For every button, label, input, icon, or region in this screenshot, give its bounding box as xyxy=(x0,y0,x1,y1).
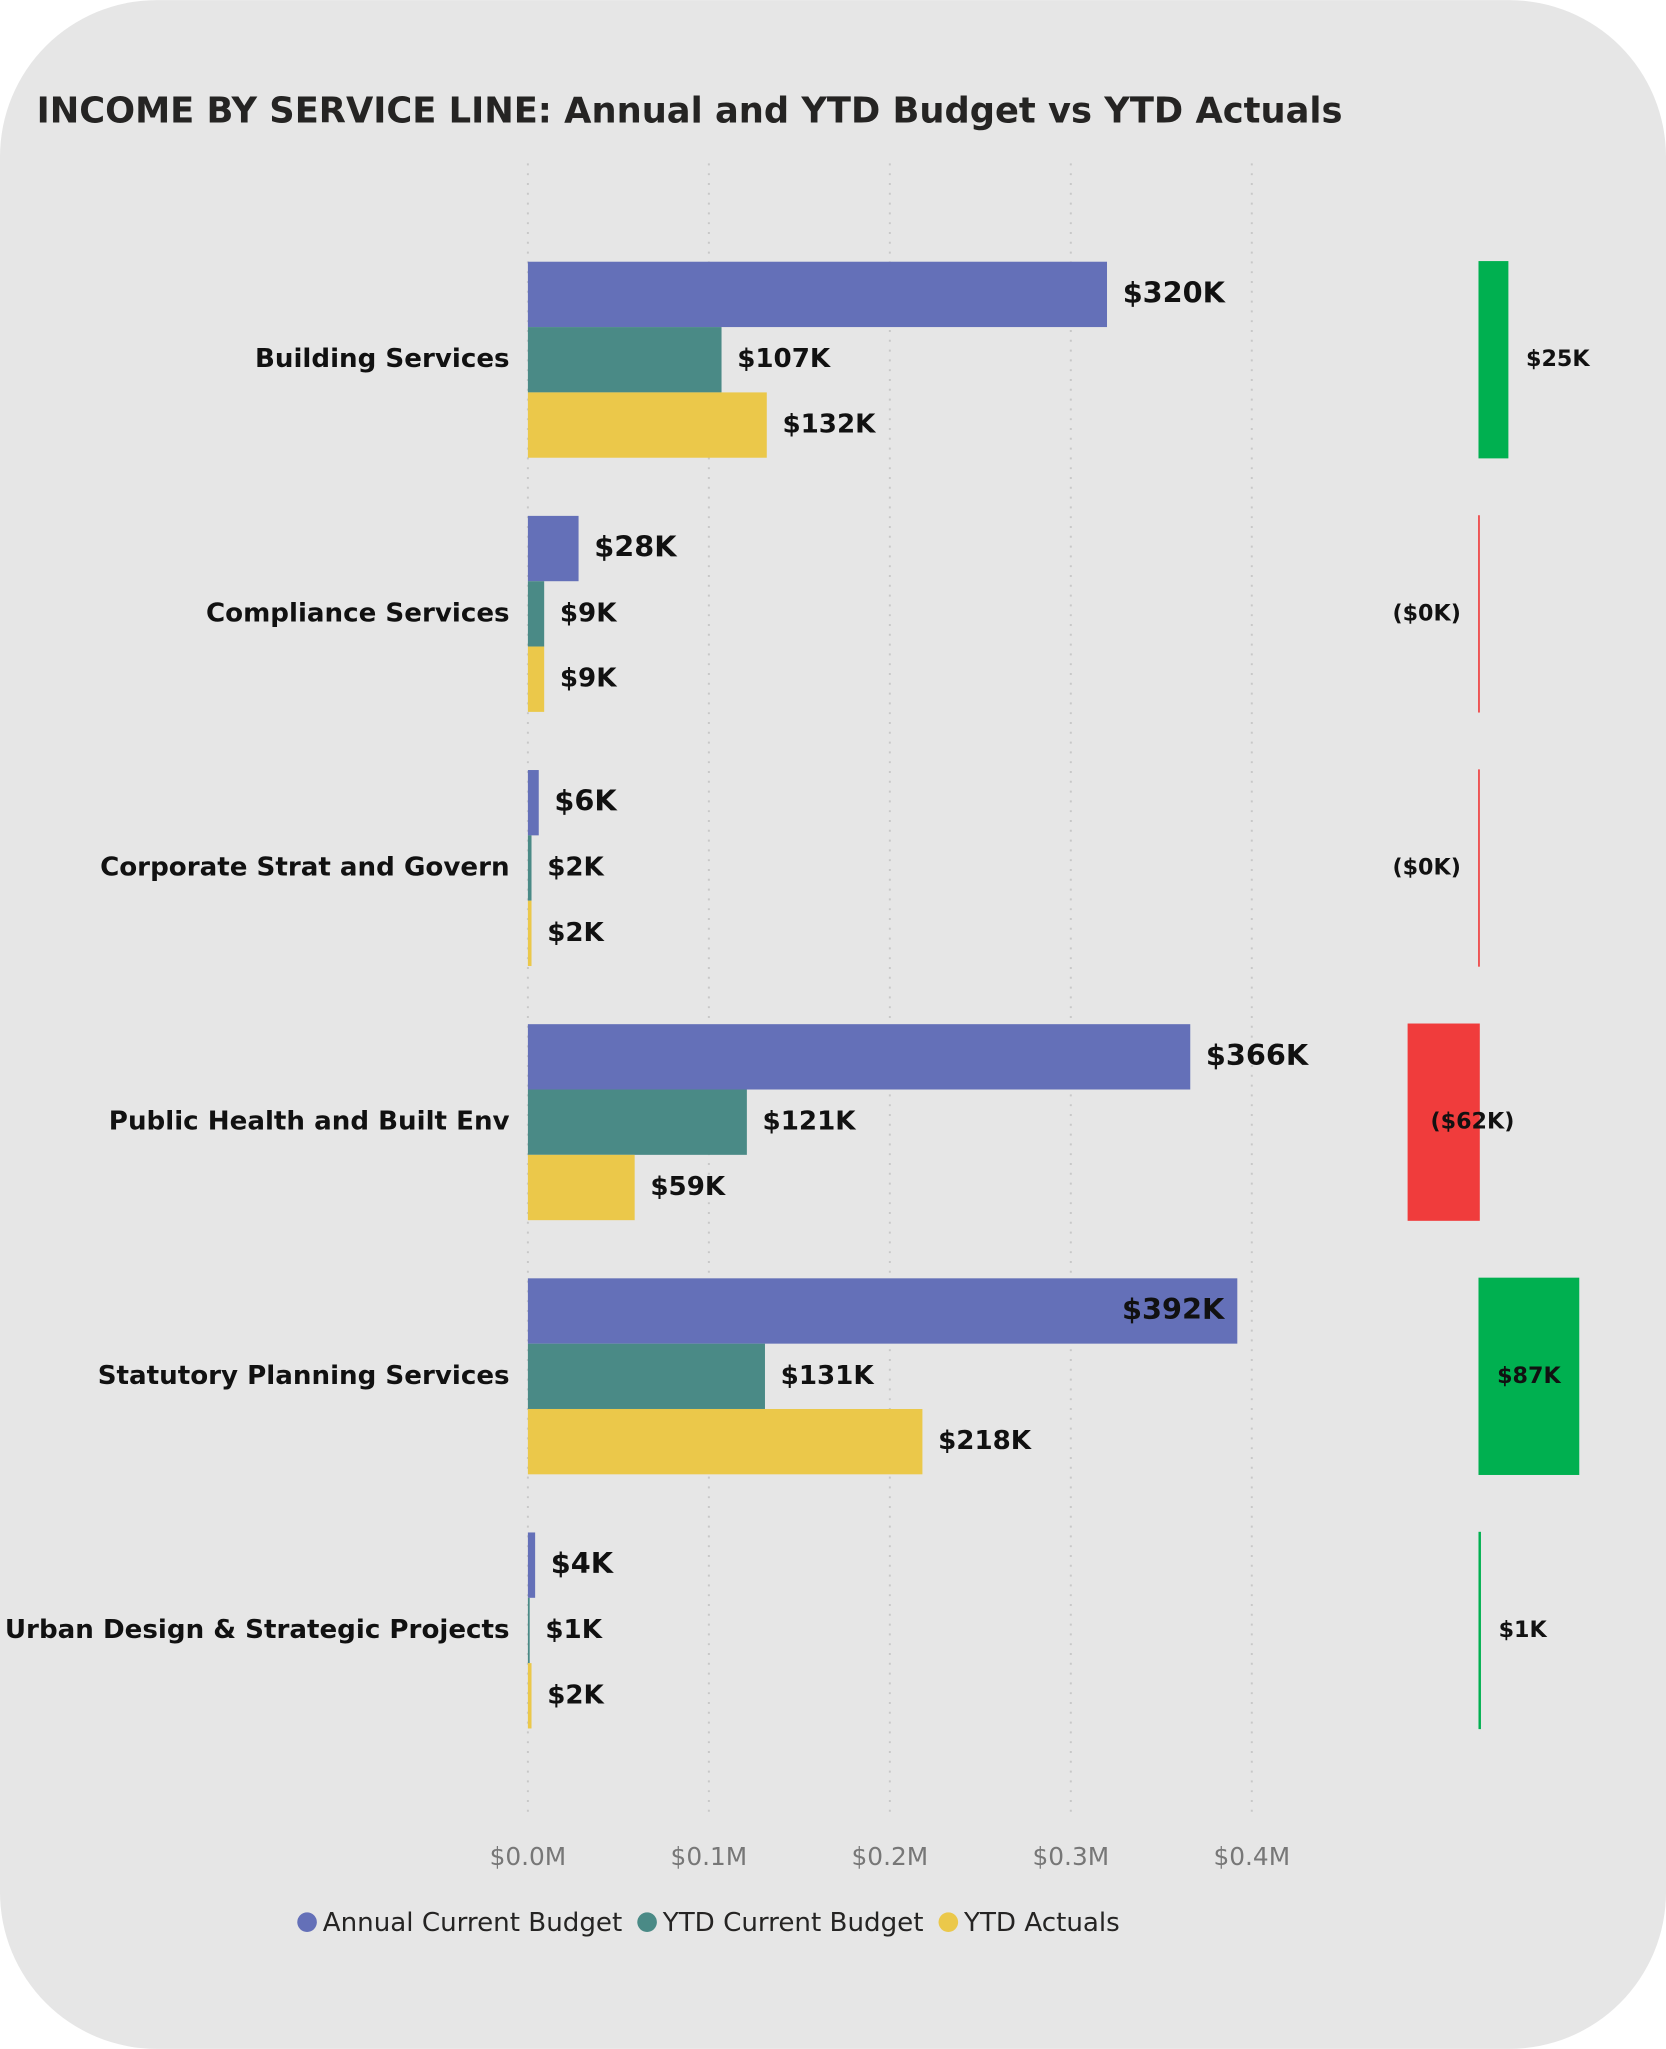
data-label: $1K xyxy=(545,1615,603,1645)
x-tick-label: $0.4M xyxy=(1213,1842,1290,1871)
data-label: $59K xyxy=(650,1172,727,1202)
variance-bar xyxy=(1478,261,1509,459)
bar xyxy=(527,1024,1191,1090)
category-label: Statutory Planning Services xyxy=(98,1361,510,1391)
variance-label: $87K xyxy=(1497,1363,1561,1389)
bar xyxy=(527,835,532,901)
legend-label: Annual Current Budget xyxy=(323,1908,623,1938)
bar xyxy=(527,646,545,712)
bar xyxy=(527,581,545,647)
category-label: Corporate Strat and Govern xyxy=(100,853,510,883)
legend-marker xyxy=(938,1912,959,1932)
data-label: $2K xyxy=(547,853,605,883)
category-label: Urban Design & Strategic Projects xyxy=(5,1615,510,1645)
data-label: $121K xyxy=(763,1107,858,1137)
data-label: $132K xyxy=(782,410,877,440)
data-label: $28K xyxy=(594,530,678,564)
x-tick-label: $0.1M xyxy=(671,1842,748,1871)
legend-marker xyxy=(637,1912,657,1932)
bar xyxy=(527,900,532,967)
bar xyxy=(527,1343,765,1409)
data-label: $9K xyxy=(560,598,618,628)
category-label: Compliance Services xyxy=(206,598,510,628)
variance-label: ($62K) xyxy=(1431,1109,1515,1135)
data-label: $6K xyxy=(554,784,618,818)
bar xyxy=(527,1597,530,1664)
variance-bar xyxy=(1478,1531,1481,1730)
variance-label: ($0K) xyxy=(1392,855,1460,881)
bar xyxy=(527,261,1108,328)
data-label: $4K xyxy=(551,1546,615,1580)
bar xyxy=(527,515,579,582)
bar xyxy=(527,1278,1238,1344)
data-label: $107K xyxy=(737,344,832,374)
x-tick-label: $0.0M xyxy=(490,1842,567,1871)
category-label: Building Services xyxy=(255,344,510,374)
legend-label: YTD Actuals xyxy=(963,1908,1120,1938)
bar xyxy=(527,1663,532,1729)
legend-label: YTD Current Budget xyxy=(662,1908,924,1938)
bar xyxy=(527,770,539,836)
variance-label: $25K xyxy=(1526,346,1590,372)
bar xyxy=(527,1154,635,1221)
variance-label: ($0K) xyxy=(1392,600,1460,626)
bar xyxy=(527,1089,747,1155)
data-label: $320K xyxy=(1123,275,1227,309)
bar xyxy=(527,1532,536,1598)
data-label: $9K xyxy=(560,664,618,694)
chart-title: INCOME BY SERVICE LINE: Annual and YTD B… xyxy=(37,90,1343,131)
bar xyxy=(527,1408,923,1475)
legend-marker xyxy=(297,1912,317,1932)
data-label: $366K xyxy=(1206,1038,1310,1072)
data-label: $392K xyxy=(1122,1292,1226,1326)
x-tick-label: $0.2M xyxy=(852,1842,929,1871)
data-label: $218K xyxy=(938,1426,1033,1456)
variance-label: $1K xyxy=(1499,1617,1548,1643)
data-label: $131K xyxy=(781,1361,876,1391)
data-label: $2K xyxy=(547,1680,605,1710)
x-tick-label: $0.3M xyxy=(1032,1842,1109,1871)
category-label: Public Health and Built Env xyxy=(109,1107,510,1137)
bar xyxy=(527,327,722,393)
bar xyxy=(527,392,767,458)
variance-bar xyxy=(1407,1023,1480,1221)
variance-bar xyxy=(1478,1277,1580,1475)
data-label: $2K xyxy=(547,918,605,948)
